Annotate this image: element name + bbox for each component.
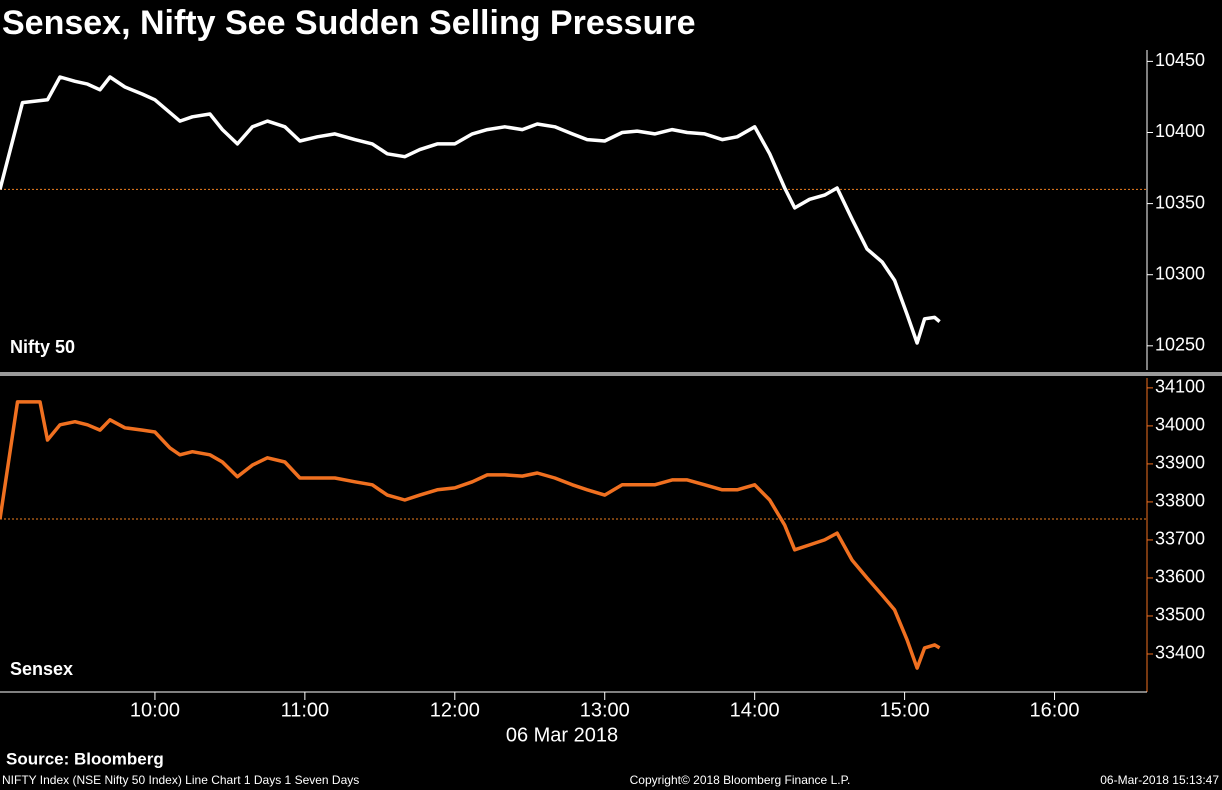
y-tick-label: 10350 [1155, 192, 1205, 212]
y-tick-label: 10250 [1155, 335, 1205, 355]
series-line [0, 400, 941, 670]
x-tick-label: 11:00 [281, 699, 330, 721]
footer-right: 06-Mar-2018 15:13:47 [1100, 773, 1219, 787]
y-tick-label: 33900 [1155, 453, 1205, 473]
x-tick-label: 16:00 [1030, 699, 1080, 721]
x-tick-label: 12:00 [430, 699, 480, 721]
x-tick-label: 13:00 [580, 699, 630, 721]
y-tick-label: 33400 [1155, 643, 1205, 663]
y-tick-label: 34100 [1155, 377, 1205, 397]
x-tick-label: 15:00 [880, 699, 930, 721]
y-tick-label: 34000 [1155, 415, 1205, 435]
footer-center: Copyright© 2018 Bloomberg Finance L.P. [630, 773, 851, 787]
panel-separator [0, 372, 1222, 376]
series-label: Sensex [10, 659, 73, 679]
y-tick-label: 10300 [1155, 263, 1205, 283]
x-axis-label: 06 Mar 2018 [506, 724, 618, 746]
y-tick-label: 33700 [1155, 529, 1205, 549]
y-tick-label: 10400 [1155, 121, 1205, 141]
y-tick-label: 33600 [1155, 567, 1205, 587]
source: Source: Bloomberg [6, 749, 164, 768]
series-label: Nifty 50 [10, 337, 75, 357]
y-tick-label: 10450 [1155, 50, 1205, 70]
footer-left: NIFTY Index (NSE Nifty 50 Index) Line Ch… [2, 773, 359, 787]
y-tick-label: 33500 [1155, 605, 1205, 625]
series-line [0, 75, 941, 345]
x-tick-label: 14:00 [730, 699, 780, 721]
y-tick-label: 33800 [1155, 491, 1205, 511]
x-tick-label: 10:00 [130, 699, 180, 721]
chart-title: Sensex, Nifty See Sudden Selling Pressur… [2, 4, 695, 42]
